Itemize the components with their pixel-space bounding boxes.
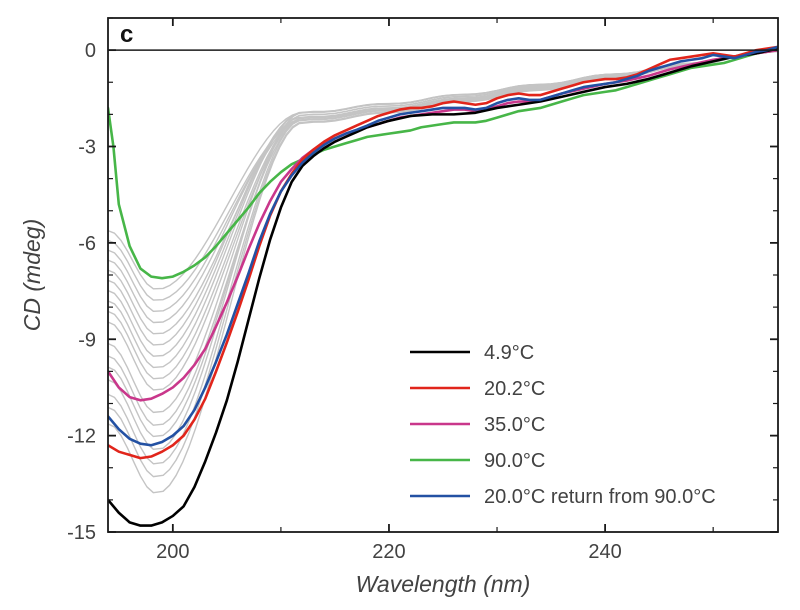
y-tick-label: -3 [78,137,96,159]
cd-spectrum-chart: 200 220 240 -15 -12 -9 -6 -3 0 Wavelength (nm) CD … [0,0,800,610]
y-tick-label: -15 [67,522,96,544]
legend-label: 90.0°C [484,450,545,472]
legend-label: 35.0°C [484,414,545,436]
legend-label: 20.2°C [484,378,545,400]
panel-label: c [120,21,133,48]
y-tick-label: 0 [85,40,96,62]
y-axis-label: CD (mdeg) [19,219,45,331]
x-tick-label: 220 [372,541,405,563]
y-tick-label: -6 [78,233,96,255]
x-tick-label: 240 [588,541,621,563]
chart-container: 200 220 240 -15 -12 -9 -6 -3 0 Wavelength (nm) CD … [0,0,800,610]
y-tick-label: -9 [78,329,96,351]
x-tick-label: 200 [156,541,189,563]
y-tick-label: -12 [67,426,96,448]
x-axis-label: Wavelength (nm) [356,571,531,597]
chart-background [0,0,800,610]
legend-label: 4.9°C [484,342,534,364]
legend-label: 20.0°C return from 90.0°C [484,486,716,508]
